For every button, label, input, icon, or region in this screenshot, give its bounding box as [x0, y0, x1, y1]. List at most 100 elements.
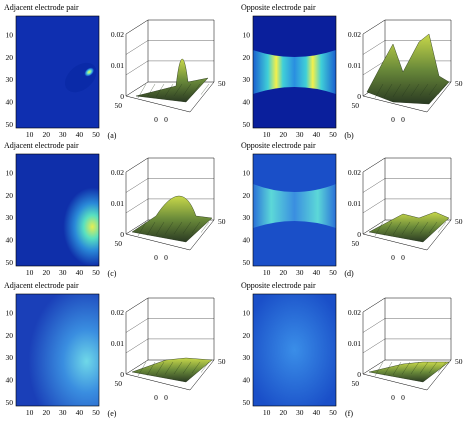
z-tick-label: 0.02: [111, 168, 124, 177]
surface-grid-line: [410, 361, 420, 375]
x-tick-label: 40: [313, 268, 321, 277]
surface-grid-line: [383, 361, 393, 376]
surface-grid-line: [428, 221, 438, 234]
field-map: [253, 294, 336, 406]
front-tick-label: 0: [164, 253, 168, 262]
y-tick-label: 50: [6, 258, 14, 267]
surface-grid-line: [374, 221, 384, 237]
panel-caption: (d): [344, 269, 354, 278]
surface-grid-line: [392, 221, 402, 236]
y-tick-label: 30: [6, 213, 14, 222]
surface-grid-line: [428, 361, 438, 374]
surface-grid-line: [428, 83, 438, 96]
front-tick-label: 0: [391, 115, 395, 124]
field-map-frame: [15, 153, 100, 267]
back-tick-label: 50: [455, 79, 463, 88]
surface-grid: [362, 178, 386, 193]
x-tick-label: 10: [26, 268, 34, 277]
surface-floor: [125, 359, 215, 391]
y-tick-label: 20: [6, 331, 14, 340]
surface-grid-line: [437, 83, 447, 95]
surface-grid-line: [182, 221, 192, 234]
surface-grid-line: [146, 361, 156, 376]
front-tick-label: 0: [164, 115, 168, 124]
surface-grid-line: [164, 361, 174, 375]
back-tick-label: 50: [455, 217, 463, 226]
surface-floor: [125, 81, 215, 113]
z-tick-label: 0.01: [111, 61, 124, 70]
surface-fill: [135, 58, 209, 103]
y-tick-label: 20: [243, 53, 251, 62]
front-tick-label: 0: [391, 253, 395, 262]
surface-grid-line: [200, 83, 210, 95]
y-tick-label: 20: [243, 191, 251, 200]
y-tick-label: 40: [243, 98, 251, 107]
surface-grid-line: [191, 361, 201, 374]
surface-grid-line: [173, 361, 183, 375]
surface-grid-line: [146, 221, 156, 236]
z-tick-label: 0: [120, 370, 124, 379]
surface-fill: [131, 357, 213, 383]
y-tick-label: 30: [6, 353, 14, 362]
y-tick-label: 40: [243, 236, 251, 245]
panel-caption: (f): [345, 409, 353, 418]
x-tick-label: 30: [296, 408, 304, 417]
surface-edge: [125, 19, 149, 35]
y-tick-label: 20: [6, 191, 14, 200]
surface-grid: [125, 338, 149, 354]
panel-caption: (c): [108, 269, 117, 278]
y-tick-label: 30: [243, 75, 251, 84]
x-tick-label: 10: [26, 408, 34, 417]
depth-tick-label: 50: [115, 101, 123, 110]
z-tick-label: 0: [357, 92, 361, 101]
x-tick-label: 20: [279, 408, 287, 417]
panel-title: Adjacent electrode pair: [4, 141, 79, 150]
y-tick-label: 50: [243, 398, 251, 407]
x-tick-label: 50: [329, 408, 337, 417]
depth-tick-label: 50: [352, 379, 360, 388]
surface-floor: [125, 219, 215, 251]
field-map-frame: [15, 293, 100, 407]
surface-mesh: [368, 361, 450, 383]
panel-title: Opposite electrode pair: [241, 141, 316, 150]
front-tick-label: 0: [164, 393, 168, 402]
front-tick-label: 0: [401, 115, 405, 124]
y-tick-label: 40: [6, 98, 14, 107]
y-tick-label: 20: [6, 53, 14, 62]
surface-grid-line: [182, 83, 192, 96]
z-tick-label: 0.02: [348, 308, 361, 317]
x-tick-label: 20: [279, 130, 287, 139]
back-tick-label: 50: [455, 357, 463, 366]
surface-edge: [362, 297, 386, 313]
surface-fill: [366, 33, 450, 105]
panel-caption: (b): [344, 131, 354, 140]
depth-tick-label: 50: [352, 239, 360, 248]
surface-grid-line: [383, 83, 393, 98]
x-tick-label: 30: [59, 268, 67, 277]
x-tick-label: 50: [329, 130, 337, 139]
x-tick-label: 10: [263, 408, 271, 417]
z-tick-label: 0: [357, 230, 361, 239]
surface-left-wall: [125, 312, 149, 375]
y-tick-label: 10: [6, 168, 14, 177]
y-tick-label: 30: [243, 353, 251, 362]
x-tick-label: 40: [76, 130, 84, 139]
z-tick-label: 0: [357, 370, 361, 379]
surface-grid-line: [410, 221, 420, 235]
surface-mesh: [368, 211, 450, 243]
panel-title: Opposite electrode pair: [241, 3, 316, 12]
x-tick-label: 10: [263, 130, 271, 139]
surface-grid-line: [191, 221, 201, 234]
y-tick-label: 30: [6, 75, 14, 84]
field-map: [253, 16, 336, 128]
surface-grid-line: [173, 221, 183, 235]
surface-grid-line: [419, 221, 429, 234]
surface-mesh: [135, 58, 210, 103]
z-tick-label: 0.02: [111, 308, 124, 317]
surface-mesh: [131, 196, 213, 243]
surface-back-wall: [147, 297, 215, 361]
x-tick-label: 30: [296, 268, 304, 277]
front-tick-label: 0: [154, 115, 158, 124]
surface-grid: [362, 338, 386, 354]
z-tick-label: 0.02: [348, 168, 361, 177]
